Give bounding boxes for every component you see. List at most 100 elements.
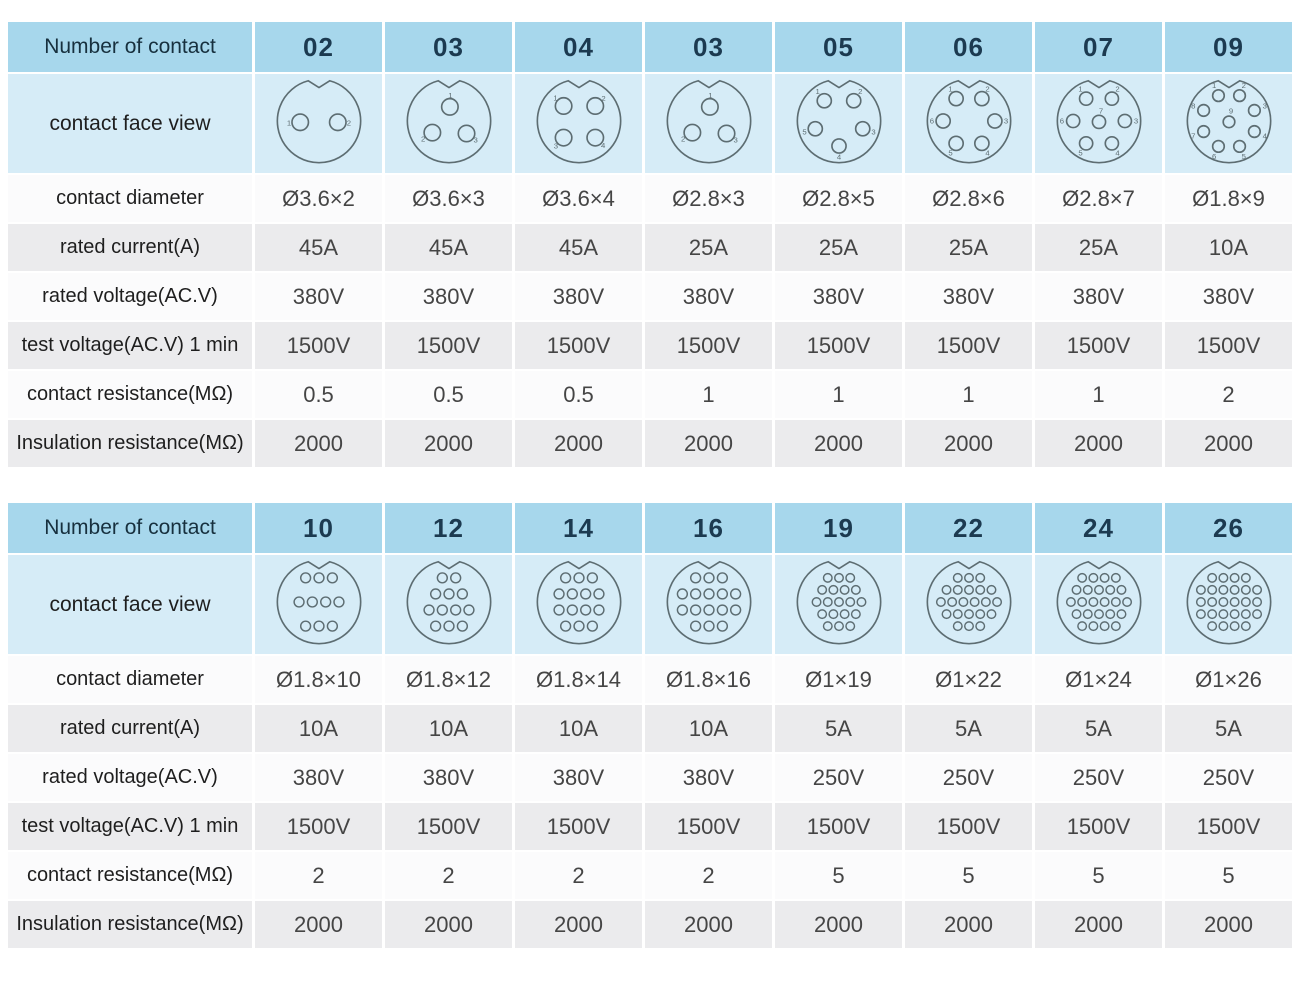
svg-text:6: 6 <box>929 117 933 126</box>
svg-text:3: 3 <box>553 141 557 150</box>
test-voltage-value: 1500V <box>255 803 382 850</box>
rated-voltage-value: 380V <box>1165 273 1292 320</box>
rated-current-value: 45A <box>255 224 382 271</box>
svg-text:7: 7 <box>1098 107 1102 116</box>
insulation-resistance-value: 2000 <box>645 901 772 948</box>
svg-text:2: 2 <box>346 119 350 128</box>
insulation-resistance-value: 2000 <box>385 901 512 948</box>
contact-diameter-value: Ø1.8×9 <box>1165 175 1292 222</box>
contact-resistance-value: 5 <box>775 852 902 899</box>
row-label-contact-resistance: contact resistance(MΩ) <box>8 371 252 418</box>
face-cell: 1 2 3 4 5 <box>775 74 902 173</box>
svg-text:6: 6 <box>1212 152 1216 161</box>
contact-resistance-row: contact resistance(MΩ) 0.5 0.5 0.5 1 1 1… <box>8 371 1292 418</box>
svg-text:5: 5 <box>1241 152 1245 161</box>
svg-text:1: 1 <box>708 91 712 100</box>
contact-diameter-value: Ø1.8×10 <box>255 656 382 703</box>
rated-current-value: 10A <box>1165 224 1292 271</box>
svg-text:3: 3 <box>1262 102 1266 111</box>
face-cell: 1 2 3 4 5 6 7 8 9 <box>1165 74 1292 173</box>
svg-text:4: 4 <box>600 141 605 150</box>
contact-face-diagram: 1 2 3 <box>663 74 755 168</box>
rated-current-row: rated current(A) 45A 45A 45A 25A 25A 25A… <box>8 224 1292 271</box>
svg-text:3: 3 <box>473 135 477 144</box>
rated-current-value: 5A <box>1165 705 1292 752</box>
contact-face-diagram <box>923 555 1015 649</box>
contact-diameter-value: Ø3.6×2 <box>255 175 382 222</box>
contact-diameter-value: Ø2.8×3 <box>645 175 772 222</box>
test-voltage-value: 1500V <box>775 322 902 369</box>
rated-current-value: 10A <box>385 705 512 752</box>
insulation-resistance-value: 2000 <box>775 901 902 948</box>
test-voltage-value: 1500V <box>775 803 902 850</box>
contact-face-diagram <box>273 555 365 649</box>
contact-resistance-value: 0.5 <box>515 371 642 418</box>
connector-spec-sheet: Number of contact 02 03 04 03 05 06 07 0… <box>8 22 1292 948</box>
contact-face-diagram: 1 2 3 <box>403 74 495 168</box>
test-voltage-value: 1500V <box>905 803 1032 850</box>
svg-text:8: 8 <box>1191 102 1195 111</box>
rated-current-value: 5A <box>905 705 1032 752</box>
rated-current-row: rated current(A) 10A 10A 10A 10A 5A 5A 5… <box>8 705 1292 752</box>
contact-face-diagram <box>1053 555 1145 649</box>
contact-count: 06 <box>905 22 1032 72</box>
svg-text:1: 1 <box>553 94 557 103</box>
contact-count: 04 <box>515 22 642 72</box>
rated-voltage-value: 250V <box>1165 754 1292 801</box>
contact-count: 19 <box>775 503 902 553</box>
test-voltage-value: 1500V <box>1035 322 1162 369</box>
face-cell: 1 2 3 <box>385 74 512 173</box>
rated-voltage-value: 380V <box>775 273 902 320</box>
contact-resistance-value: 2 <box>255 852 382 899</box>
svg-text:5: 5 <box>802 128 806 137</box>
insulation-resistance-value: 2000 <box>775 420 902 467</box>
contact-resistance-value: 0.5 <box>385 371 512 418</box>
contact-resistance-value: 1 <box>775 371 902 418</box>
contact-diameter-value: Ø3.6×4 <box>515 175 642 222</box>
svg-text:2: 2 <box>680 135 684 144</box>
face-cell: 1 2 3 <box>645 74 772 173</box>
row-label-rated-voltage: rated voltage(AC.V) <box>8 754 252 801</box>
contact-count: 10 <box>255 503 382 553</box>
header-row: Number of contact 02 03 04 03 05 06 07 0… <box>8 22 1292 72</box>
svg-text:1: 1 <box>448 91 452 100</box>
svg-text:1: 1 <box>948 84 952 93</box>
rated-current-value: 10A <box>645 705 772 752</box>
contact-diameter-value: Ø1×24 <box>1035 656 1162 703</box>
contact-count: 02 <box>255 22 382 72</box>
contact-resistance-value: 5 <box>1035 852 1162 899</box>
insulation-resistance-value: 2000 <box>905 901 1032 948</box>
contact-count: 24 <box>1035 503 1162 553</box>
contact-diameter-row: contact diameter Ø3.6×2 Ø3.6×3 Ø3.6×4 Ø2… <box>8 175 1292 222</box>
svg-text:1: 1 <box>1078 84 1082 93</box>
contact-count: 09 <box>1165 22 1292 72</box>
insulation-resistance-value: 2000 <box>905 420 1032 467</box>
face-cell <box>905 555 1032 654</box>
rated-current-value: 5A <box>1035 705 1162 752</box>
face-cell <box>1035 555 1162 654</box>
contact-diameter-value: Ø2.8×5 <box>775 175 902 222</box>
rated-voltage-value: 380V <box>645 273 772 320</box>
contact-face-diagram <box>403 555 495 649</box>
contact-face-diagram <box>1183 555 1275 649</box>
svg-text:2: 2 <box>420 135 424 144</box>
row-label-rated-current: rated current(A) <box>8 705 252 752</box>
contact-resistance-value: 1 <box>645 371 772 418</box>
rated-voltage-value: 380V <box>905 273 1032 320</box>
contact-face-diagram: 1 2 3 4 <box>533 74 625 168</box>
contact-resistance-value: 1 <box>905 371 1032 418</box>
test-voltage-row: test voltage(AC.V) 1 min 1500V 1500V 150… <box>8 803 1292 850</box>
test-voltage-value: 1500V <box>255 322 382 369</box>
row-label-insulation-resistance: Insulation resistance(MΩ) <box>8 901 252 948</box>
row-label-number-of-contact: Number of contact <box>8 22 252 72</box>
contact-resistance-value: 0.5 <box>255 371 382 418</box>
contact-resistance-row: contact resistance(MΩ) 2 2 2 2 5 5 5 5 <box>8 852 1292 899</box>
face-cell <box>645 555 772 654</box>
face-cell <box>515 555 642 654</box>
row-label-contact-diameter: contact diameter <box>8 175 252 222</box>
contact-face-diagram: 1 2 3 4 5 6 7 8 9 <box>1183 74 1275 168</box>
contact-resistance-value: 2 <box>515 852 642 899</box>
